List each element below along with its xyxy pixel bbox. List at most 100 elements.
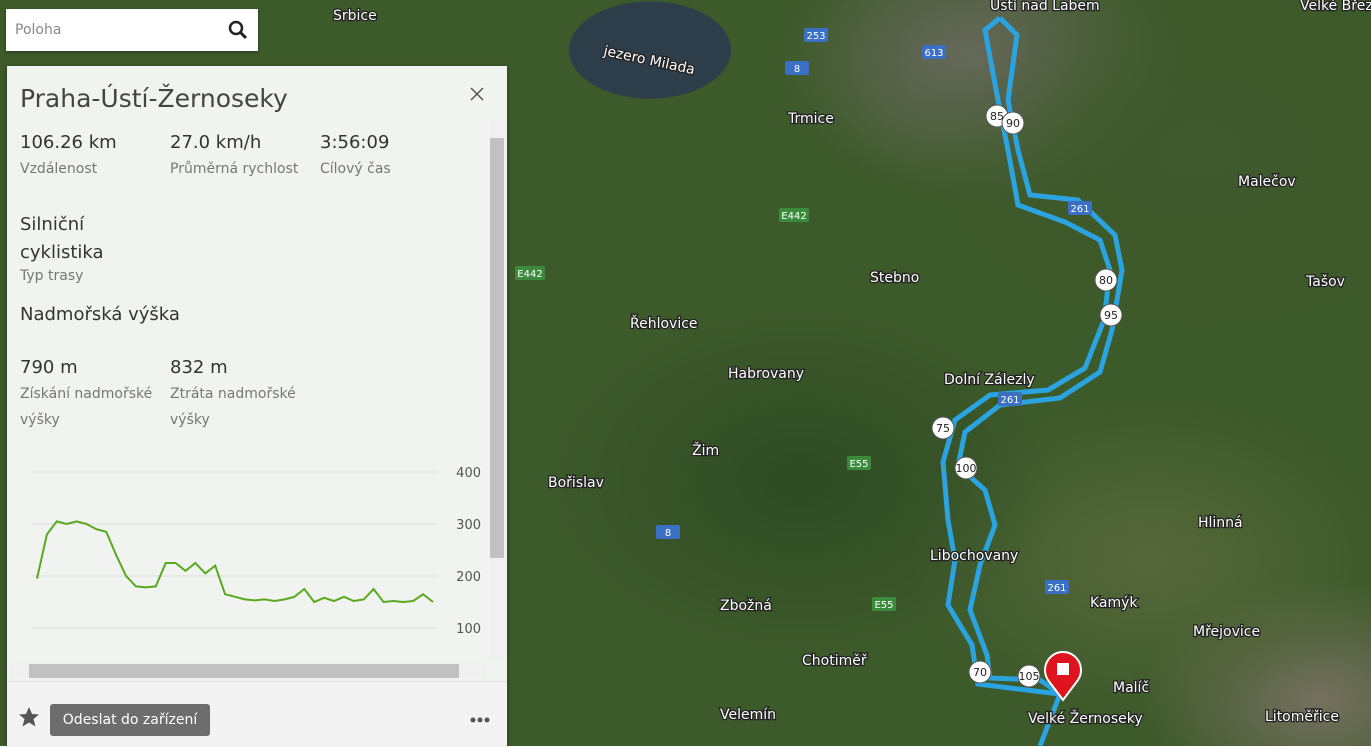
place-label: Dolní Zálezly	[944, 372, 1035, 388]
elevation-value: 790 m	[20, 357, 78, 378]
y-tick-label: 300	[456, 518, 481, 533]
place-label: Malečov	[1238, 174, 1296, 190]
place-label: Habrovany	[728, 366, 804, 382]
road-shield: 261	[998, 392, 1022, 406]
elevation-label: Získání nadmořské výšky	[20, 386, 153, 428]
road-shield-bg	[1045, 580, 1069, 594]
road-shield-bg	[847, 456, 871, 470]
scrollbar[interactable]	[489, 120, 505, 660]
road-shield-bg	[804, 28, 828, 42]
road-shield: E55	[847, 456, 871, 470]
km-marker-circle	[1094, 268, 1118, 292]
road-shield: 8	[656, 525, 680, 539]
road-label: 8	[665, 528, 671, 539]
road-shield-bg	[656, 525, 680, 539]
km-marker-circle	[968, 660, 992, 684]
place-label: Libochovany	[930, 548, 1018, 564]
km-marker-label: 90	[1006, 117, 1020, 130]
km-marker: 75	[931, 416, 955, 440]
close-button[interactable]	[469, 86, 485, 102]
place-label: Malíč	[1113, 680, 1149, 696]
road-label: 253	[806, 31, 825, 42]
route-panel: Praha-Ústí-Žernoseky 106.26 km Vzdálenost…	[7, 66, 507, 747]
y-tick-label: 100	[456, 622, 481, 637]
road-shield: E442	[515, 266, 545, 280]
road-label: 261	[1000, 395, 1019, 406]
bottom-bar: Odeslat do zařízení	[7, 681, 507, 747]
road-label: E55	[874, 600, 893, 611]
km-marker-label: 100	[956, 462, 977, 475]
place-label: Trmice	[787, 111, 834, 127]
place-label: Řehlovice	[630, 315, 698, 332]
km-marker: 95	[1099, 303, 1123, 327]
road-shield-bg	[779, 208, 809, 222]
place-label: Mřejovice	[1193, 624, 1260, 640]
km-marker: 100	[954, 456, 978, 480]
finish-pin[interactable]	[1044, 651, 1082, 702]
search-box[interactable]: Poloha	[6, 9, 258, 51]
road-shield: 613	[922, 45, 946, 59]
road-shield-bg	[1068, 201, 1092, 215]
more-menu[interactable]	[469, 716, 493, 724]
km-marker-label: 95	[1104, 309, 1118, 322]
place-label: Velemín	[720, 707, 776, 723]
route-type: Silniční cyklistika	[20, 214, 104, 263]
stat-label: Cílový čas	[320, 161, 391, 177]
place-label: Stebno	[870, 270, 919, 286]
place-label: Litoměřice	[1265, 709, 1339, 725]
km-marker-circle	[954, 456, 978, 480]
h-scrollbar[interactable]	[11, 663, 485, 679]
road-shield: 8	[785, 61, 809, 75]
km-marker: 90	[1001, 111, 1025, 135]
km-marker: 105	[1017, 664, 1041, 688]
road-shield: E55	[872, 597, 896, 611]
km-marker-circle	[1017, 664, 1041, 688]
km-marker-label: 75	[936, 422, 950, 435]
road-shield-bg	[872, 597, 896, 611]
road-label: 8	[794, 64, 800, 75]
road-label: E442	[517, 269, 542, 280]
elevation-heading: Nadmořská výška	[20, 304, 180, 325]
road-label: 261	[1047, 583, 1066, 594]
elevation-line	[36, 520, 434, 604]
place-label: Hlinná	[1198, 515, 1243, 531]
road-shield-bg	[785, 61, 809, 75]
place-label: Srbice	[333, 8, 377, 24]
stat-value: 3:56:09	[320, 132, 390, 153]
place-label: Chotiměř	[802, 653, 867, 669]
km-marker-circle	[1001, 111, 1025, 135]
road-shield: 253	[804, 28, 828, 42]
km-marker-label: 70	[973, 666, 987, 679]
elevation-value: 832 m	[170, 357, 228, 378]
km-marker: 70	[968, 660, 992, 684]
favorite-star[interactable]	[18, 706, 40, 728]
route-type-label: Typ trasy	[20, 268, 84, 284]
place-label: jezero Milada	[601, 43, 696, 78]
road-shield: 261	[1068, 201, 1092, 215]
elevation-label: Ztráta nadmořské výšky	[170, 386, 296, 428]
send-button[interactable]: Odeslat do zařízení	[50, 704, 210, 736]
place-label: Velké Březno	[1300, 0, 1371, 14]
place-label: Zbožná	[720, 598, 772, 614]
road-shield-bg	[922, 45, 946, 59]
km-marker-circle	[1099, 303, 1123, 327]
km-marker-label: 85	[990, 110, 1004, 123]
road-shield: E442	[779, 208, 809, 222]
road-shield-bg	[998, 392, 1022, 406]
y-tick-label: 400	[456, 466, 481, 481]
km-marker-label: 105	[1019, 670, 1040, 683]
road-label: 613	[924, 48, 943, 59]
place-label: Velké Žernoseky	[1028, 709, 1143, 727]
place-label: Kamýk	[1090, 595, 1138, 611]
stat-value: 27.0 km/h	[170, 132, 262, 153]
search-icon[interactable]	[228, 20, 248, 40]
km-marker-circle	[931, 416, 955, 440]
place-label: Tašov	[1305, 274, 1345, 290]
stat-label: Průměrná rychlost	[170, 161, 299, 177]
road-shield: 261	[1045, 580, 1069, 594]
search-placeholder[interactable]: Poloha	[15, 22, 62, 38]
stat-value: 106.26 km	[20, 132, 117, 153]
stat-label: Vzdálenost	[20, 161, 98, 177]
